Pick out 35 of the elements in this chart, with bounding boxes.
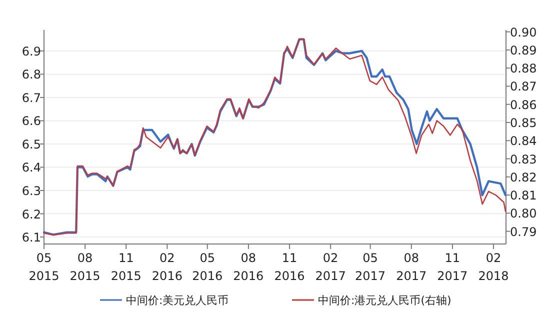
x-tick-label: 02 2016: [152, 251, 182, 283]
x-tick-label: 11 2016: [274, 251, 305, 283]
y2-tick-label: 0.80: [510, 206, 537, 221]
y2-tick-label: 0.79: [510, 224, 537, 239]
y2-tick-label: 0.84: [510, 134, 537, 148]
y-tick-label: 6.5: [22, 137, 41, 152]
y-tick-label: 6.1: [22, 230, 41, 245]
x-tick-label: 08 2017: [396, 251, 427, 283]
y2-tick-label: 0.81: [510, 188, 537, 203]
y2-tick-label: 0.89: [510, 43, 537, 58]
y-tick-label: 6.6: [22, 114, 41, 128]
y2-tick-label: 0.82: [510, 170, 537, 184]
x-tick-label: 11 2017: [437, 251, 468, 283]
y2-tick-label: 0.88: [510, 62, 537, 76]
y2-tick-label: 0.87: [510, 80, 537, 94]
x-tick-label: 05 2016: [192, 251, 223, 283]
legend-label: 中间价:港元兑人民币(右轴): [318, 294, 452, 307]
y-tick-label: 6.3: [22, 184, 41, 198]
y-tick-label: 6.7: [22, 90, 41, 105]
x-tick-label: 02 2018: [478, 251, 509, 283]
x-tick-label: 05 2017: [355, 251, 386, 283]
x-tick-label: 08 2016: [233, 251, 264, 283]
x-tick-label: 02 2017: [315, 251, 346, 283]
y2-tick-label: 0.86: [510, 98, 537, 112]
legend-label: 中间价:美元兑人民币: [126, 294, 229, 307]
y-tick-label: 6.4: [22, 160, 41, 175]
x-tick-label: 11 2015: [110, 251, 142, 283]
y2-tick-label: 0.85: [510, 116, 537, 130]
x-tick-label: 08 2015: [70, 251, 100, 283]
y-tick-label: 6.8: [22, 68, 41, 82]
y2-tick-label: 0.83: [510, 152, 537, 166]
x-tick-label: 05 2015: [28, 251, 60, 283]
y2-tick-label: 0.90: [510, 25, 537, 40]
y-tick-label: 6.9: [22, 44, 41, 58]
y-tick-label: 6.2: [22, 207, 41, 222]
